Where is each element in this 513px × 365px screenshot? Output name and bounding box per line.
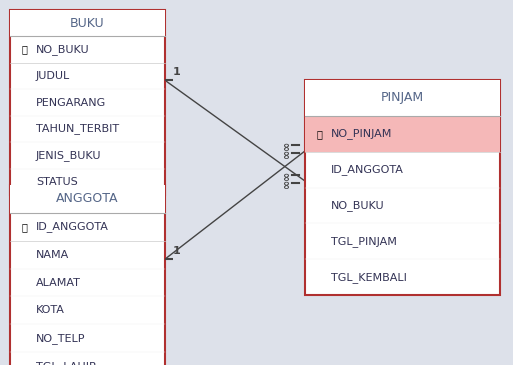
Text: 1: 1 — [173, 67, 181, 77]
Text: TGL_LAHIR: TGL_LAHIR — [36, 361, 97, 365]
Text: 🔑: 🔑 — [21, 45, 27, 55]
Text: ID_ANGGOTA: ID_ANGGOTA — [331, 164, 404, 175]
Text: NO_TELP: NO_TELP — [36, 333, 86, 344]
Text: ANGGOTA: ANGGOTA — [56, 192, 119, 205]
Text: TGL_PINJAM: TGL_PINJAM — [331, 236, 397, 247]
Bar — [305, 80, 500, 116]
Text: ∞: ∞ — [282, 170, 292, 180]
Text: ALAMAT: ALAMAT — [36, 277, 81, 288]
Text: ∞: ∞ — [282, 140, 292, 150]
Bar — [10, 10, 165, 195]
Text: NAMA: NAMA — [36, 250, 69, 260]
Text: KOTA: KOTA — [36, 306, 65, 315]
Bar — [305, 80, 500, 295]
Text: TAHUN_TERBIT: TAHUN_TERBIT — [36, 123, 119, 134]
Text: JUDUL: JUDUL — [36, 71, 70, 81]
Text: PINJAM: PINJAM — [381, 91, 424, 104]
Text: NO_PINJAM: NO_PINJAM — [331, 128, 392, 139]
Text: 🔑: 🔑 — [21, 222, 27, 232]
Bar — [10, 10, 165, 36]
Text: STATUS: STATUS — [36, 177, 78, 187]
Bar — [305, 116, 500, 152]
Text: ∞: ∞ — [282, 178, 292, 188]
Text: NO_BUKU: NO_BUKU — [331, 200, 385, 211]
Text: BUKU: BUKU — [70, 17, 105, 30]
Text: PENGARANG: PENGARANG — [36, 97, 106, 108]
Text: TGL_KEMBALI: TGL_KEMBALI — [331, 272, 407, 283]
Bar — [10, 185, 165, 213]
Text: 1: 1 — [173, 246, 181, 256]
Text: NO_BUKU: NO_BUKU — [36, 44, 90, 55]
Text: ∞: ∞ — [282, 148, 292, 158]
Text: 🔑: 🔑 — [316, 129, 322, 139]
Text: ID_ANGGOTA: ID_ANGGOTA — [36, 221, 109, 232]
Bar — [10, 185, 165, 365]
Text: JENIS_BUKU: JENIS_BUKU — [36, 150, 102, 161]
